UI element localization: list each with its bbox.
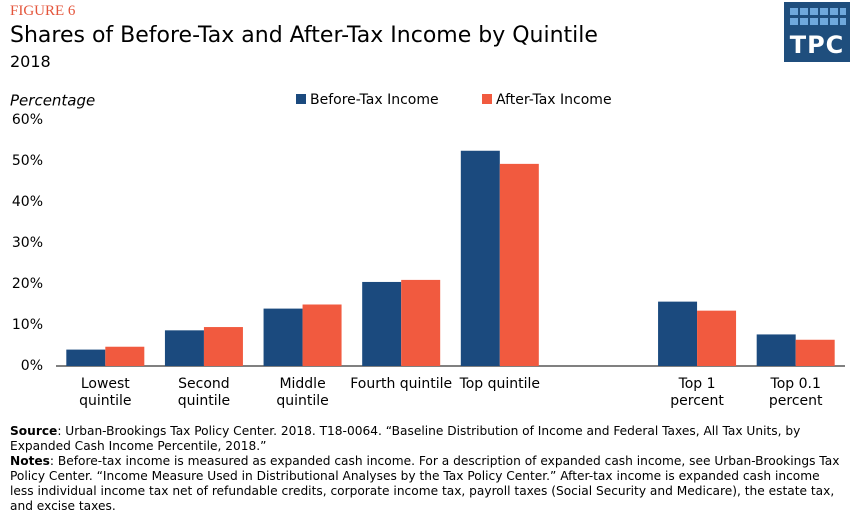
chart-subtitle: 2018 — [10, 52, 51, 71]
y-tick-label: 40% — [12, 194, 43, 210]
y-tick-label: 20% — [12, 276, 43, 292]
x-tick-label: Lowest quintile — [79, 376, 132, 409]
bar — [263, 308, 303, 366]
bar — [302, 304, 342, 366]
x-tick-label: Top quintile — [459, 376, 541, 392]
bar — [105, 346, 145, 366]
legend-swatch — [482, 94, 492, 104]
bar — [164, 330, 204, 366]
source-label: Source — [10, 424, 58, 438]
y-tick-label: 30% — [12, 235, 43, 251]
legend-label: Before-Tax Income — [310, 92, 439, 108]
y-tick-label: 60% — [12, 112, 43, 128]
y-tick-label: 50% — [12, 153, 43, 169]
x-tick-label: Top 1 percent — [670, 376, 724, 409]
bar — [499, 163, 539, 366]
bar — [362, 281, 402, 366]
footer: Source: Urban-Brookings Tax Policy Cente… — [10, 424, 840, 514]
x-tick-label: Middle quintile — [276, 376, 329, 409]
bar — [795, 339, 835, 366]
bar — [697, 310, 737, 366]
logo-text: TPC — [789, 31, 845, 59]
y-axis-label: Percentage — [10, 92, 95, 110]
legend-label: After-Tax Income — [496, 92, 612, 108]
x-tick-label: Fourth quintile — [350, 376, 453, 392]
bar — [66, 349, 106, 366]
logo-grid — [790, 8, 846, 25]
bar — [658, 301, 698, 366]
chart-title: Shares of Before-Tax and After-Tax Incom… — [10, 23, 598, 48]
bar — [756, 334, 796, 366]
bar — [203, 327, 243, 366]
notes-text: : Before-tax income is measured as expan… — [10, 454, 840, 513]
notes: Notes: Before-tax income is measured as … — [10, 454, 840, 514]
y-tick-label: 10% — [12, 317, 43, 333]
y-tick-label: 0% — [21, 358, 43, 374]
x-tick-label: Top 0.1 percent — [768, 376, 823, 409]
source-text: : Urban-Brookings Tax Policy Center. 201… — [10, 424, 801, 453]
bar — [460, 150, 500, 366]
x-tick-label: Second quintile — [177, 376, 231, 409]
notes-label: Notes — [10, 454, 50, 468]
bar — [401, 279, 441, 366]
logo: TPC — [784, 2, 850, 62]
legend-swatch — [296, 94, 306, 104]
figure-label: FIGURE 6 — [10, 3, 76, 19]
source: Source: Urban-Brookings Tax Policy Cente… — [10, 424, 840, 454]
chart: Percentage 0% 10% 20% 30% 40% 50% 60% Before-Ta… — [10, 92, 845, 374]
